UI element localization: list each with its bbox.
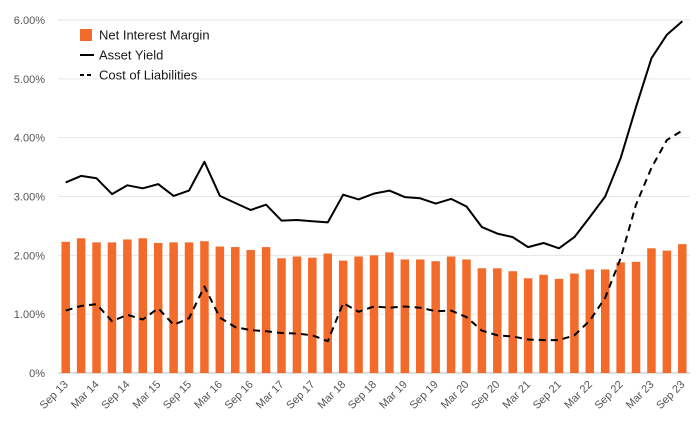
x-tick-label: Mar 15 [131, 379, 164, 412]
x-tick-label: Mar 22 [562, 379, 595, 412]
nim-bar [61, 241, 70, 373]
nim-bar [446, 256, 456, 373]
nim-bar [138, 238, 148, 373]
nim-bar [554, 278, 564, 373]
nim-bar [338, 260, 348, 373]
x-tick-label: Sep 21 [531, 379, 564, 412]
nim-bar [261, 247, 271, 373]
nim-bar [647, 248, 656, 373]
x-tick-label: Sep 20 [469, 379, 502, 412]
nim-bar [354, 256, 363, 373]
nim-bar [369, 255, 379, 373]
x-tick-label: Sep 19 [408, 379, 441, 412]
nim-bar [385, 252, 394, 373]
x-tick-label: Sep 18 [346, 379, 379, 412]
y-tick-label: 1.00% [14, 309, 45, 321]
nim-bar [123, 239, 132, 373]
legend-label: Asset Yield [99, 48, 163, 63]
nim-bar [323, 253, 333, 373]
nim-bar [415, 259, 425, 373]
nim-bar [523, 278, 533, 373]
y-tick-label: 3.00% [14, 192, 45, 204]
nim-bar [92, 242, 101, 373]
nim-bar [493, 268, 502, 373]
x-tick-label: Mar 20 [439, 379, 472, 412]
nim-bar [246, 250, 255, 373]
nim-bar [477, 268, 487, 373]
nim-bar [585, 269, 595, 373]
x-tick-label: Sep 13 [38, 379, 71, 412]
legend-label: Cost of Liabilities [99, 68, 198, 83]
y-tick-label: 6.00% [14, 15, 45, 27]
y-tick-label: 5.00% [14, 74, 45, 86]
nim-bar [184, 242, 194, 373]
y-tick-label: 2.00% [14, 250, 45, 262]
nim-bar [678, 244, 687, 373]
asset-yield-line [65, 20, 683, 250]
y-axis: 0% 1.00% 2.00% 3.00% 4.00% 5.00% 6.00% [14, 15, 45, 380]
x-tick-label: Sep 22 [593, 379, 626, 412]
x-tick-label: Mar 21 [501, 379, 534, 412]
nim-bar [153, 242, 163, 373]
x-tick-label: Sep 17 [284, 379, 317, 412]
y-tick-label: 0% [29, 368, 45, 380]
nim-bar [431, 261, 440, 373]
nim-bar [200, 241, 209, 373]
nim-bar [631, 261, 641, 373]
x-tick-label: Mar 19 [377, 379, 410, 412]
nim-bar [539, 274, 548, 373]
nim-bar [292, 256, 302, 373]
nim-bar [169, 242, 178, 373]
legend: Net Interest Margin Asset Yield Cost of Li… [80, 28, 210, 83]
x-tick-label: Sep 23 [654, 379, 687, 412]
nim-bar [662, 250, 672, 373]
legend-swatch-nim [80, 29, 92, 41]
nim-bar [600, 269, 610, 373]
cost-of-liabilities-line [65, 129, 683, 343]
x-tick-label: Sep 14 [99, 379, 132, 412]
x-tick-label: Mar 14 [69, 379, 102, 412]
x-tick-label: Mar 17 [254, 379, 287, 412]
x-tick-label: Sep 15 [161, 379, 194, 412]
nim-bar [231, 247, 240, 373]
x-tick-label: Mar 18 [316, 379, 349, 412]
legend-label: Net Interest Margin [99, 28, 210, 43]
nim-bar [107, 242, 117, 373]
nim-bar [277, 258, 286, 373]
nim-bar [570, 273, 579, 373]
series-lines [65, 20, 683, 343]
nim-bar [508, 271, 517, 373]
nim-bars [61, 238, 687, 373]
nim-bar [616, 262, 625, 373]
y-tick-label: 4.00% [14, 133, 45, 145]
x-tick-label: Mar 23 [624, 379, 657, 412]
x-tick-label: Mar 16 [192, 379, 225, 412]
nim-bar [400, 259, 410, 373]
nim-bar [308, 257, 317, 373]
nim-bar [215, 246, 225, 373]
x-tick-label: Sep 16 [223, 379, 256, 412]
